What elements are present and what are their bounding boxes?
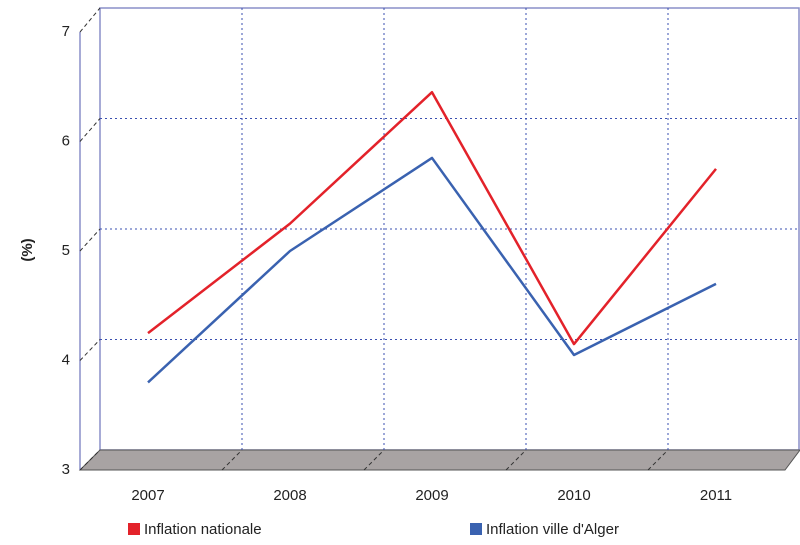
- x-tick-label: 2010: [557, 487, 590, 504]
- x-tick-label: 2009: [415, 487, 448, 504]
- legend-swatch: [470, 523, 482, 535]
- back-wall: [99, 7, 800, 451]
- tick-mark: [79, 7, 101, 33]
- tick-mark: [79, 339, 101, 361]
- tick-mark: [79, 118, 101, 142]
- y-tick-label: 7: [62, 23, 70, 40]
- legend-label: Inflation ville d'Alger: [486, 521, 619, 538]
- legend-label: Inflation nationale: [144, 521, 262, 538]
- x-tick-label: 2007: [131, 487, 164, 504]
- x-tick-label: 2011: [700, 487, 732, 504]
- y-tick-label: 4: [62, 351, 70, 368]
- legend-swatch: [128, 523, 140, 535]
- y-tick-label: 3: [62, 461, 70, 478]
- y-tick-label: 5: [62, 242, 70, 259]
- floor-divider: [363, 449, 385, 471]
- series-line: [147, 156, 717, 384]
- tick-mark: [79, 449, 101, 471]
- floor-divider: [647, 449, 669, 471]
- y-axis-label: (%): [19, 238, 36, 261]
- x-tick-label: 2008: [273, 487, 306, 504]
- tick-mark: [79, 228, 101, 252]
- floor: [78, 449, 800, 471]
- floor-divider: [505, 449, 527, 471]
- floor-divider: [221, 449, 243, 471]
- series-line: [147, 90, 717, 346]
- y-tick-label: 6: [62, 132, 70, 149]
